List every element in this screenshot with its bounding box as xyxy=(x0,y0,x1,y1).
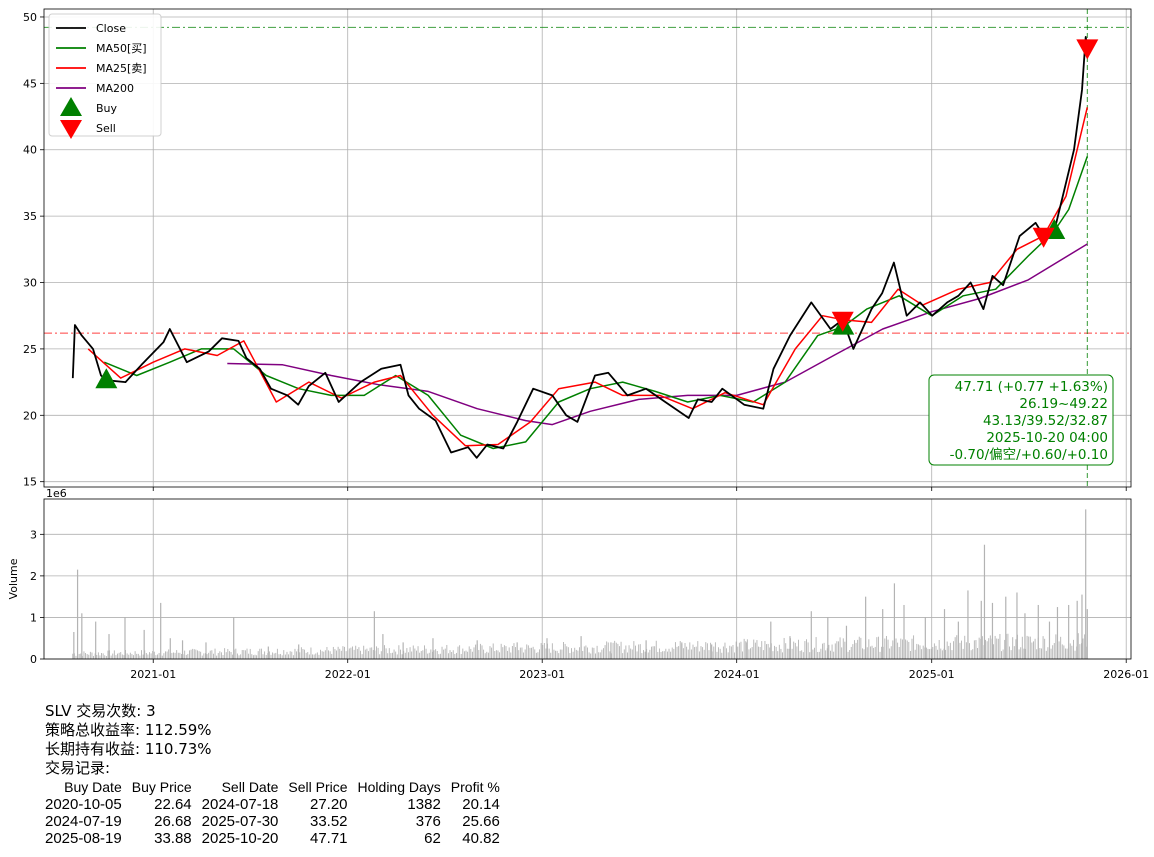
x-tick-label: 2022-01 xyxy=(325,668,371,681)
y-tick-label: 40 xyxy=(23,144,37,157)
holding-days: 62 xyxy=(424,830,441,847)
series-line-ma25 xyxy=(87,107,1089,447)
volume-plot-border xyxy=(43,498,1132,660)
sell-marker xyxy=(1076,39,1099,60)
profit-percent: 40.82 xyxy=(462,830,500,847)
y-tick-label: 0 xyxy=(30,653,37,666)
x-tick-label: 2024-01 xyxy=(714,668,760,681)
buy-date: 2025-08-19 xyxy=(45,830,122,847)
legend-label: MA50[买] xyxy=(96,42,147,55)
volume-panel: 0 1 2 3 1e6 Volume xyxy=(7,487,1132,666)
sell-date: 2025-10-20 xyxy=(201,830,279,847)
legend-swatch xyxy=(60,97,82,116)
column-header: Sell Price xyxy=(288,779,348,795)
y-tick-label: 35 xyxy=(23,210,37,223)
sell-price: 27.20 xyxy=(309,796,348,813)
sell-date: 2025-07-30 xyxy=(201,813,279,830)
buy-date: 2024-07-19 xyxy=(45,813,122,830)
y-tick-label: 45 xyxy=(23,77,37,90)
legend-label: MA200 xyxy=(96,82,134,95)
volume-axis-label: Volume xyxy=(7,558,20,599)
legend-swatch xyxy=(60,120,82,139)
legend-frame xyxy=(48,13,162,137)
y-tick-label: 20 xyxy=(23,409,37,422)
sell-marker xyxy=(831,311,854,332)
table-row: 2020-10-05 22.64 2024-07-18 27.20 1382 2… xyxy=(45,796,505,813)
series-line-ma50 xyxy=(103,156,1089,450)
sell-price: 33.52 xyxy=(309,813,348,830)
info-box-line: 43.13/39.52/32.87 xyxy=(983,413,1108,429)
legend-label: MA25[卖] xyxy=(96,62,147,75)
y-tick-label: 15 xyxy=(23,476,37,489)
series-line-close xyxy=(71,36,1089,459)
backtest-summary: SLV 交易次数: 3 策略总收益率: 112.59% 长期持有收益: 110.… xyxy=(45,702,212,778)
price-plot-border xyxy=(43,8,1132,488)
info-box-line: 2025-10-20 04:00 xyxy=(986,430,1108,446)
legend-label: Sell xyxy=(96,122,116,135)
legend: Close MA50[买] MA25[卖] MA200 Buy Sell xyxy=(48,13,162,139)
y-tick-label: 3 xyxy=(30,528,37,541)
column-header: Buy Price xyxy=(131,779,192,795)
holding-days: 1382 xyxy=(407,796,441,813)
price-panel: 15 20 25 30 35 40 45 50 47.71 (+0.77 +1.63%)26.1… xyxy=(23,8,1132,491)
holding-days: 376 xyxy=(415,813,441,830)
buy-price: 33.88 xyxy=(154,830,192,847)
sell-marker xyxy=(1032,227,1055,248)
x-tick-label: 2026-01 xyxy=(1103,668,1149,681)
table-row: 2024-07-19 26.68 2025-07-30 33.52 376 25… xyxy=(45,813,505,830)
column-header: Profit % xyxy=(450,779,500,795)
profit-percent: 25.66 xyxy=(462,813,500,830)
x-tick-label: 2021-01 xyxy=(130,668,176,681)
x-tick-label: 2025-01 xyxy=(909,668,955,681)
trade-count: SLV 交易次数: 3 xyxy=(45,702,156,720)
y-tick-label: 25 xyxy=(23,343,37,356)
y-tick-label: 30 xyxy=(23,277,37,290)
buy-price: 26.68 xyxy=(154,813,192,830)
profit-percent: 20.14 xyxy=(462,796,500,813)
table-header-row: Buy Date Buy Price Sell Date Sell Price … xyxy=(45,779,505,796)
legend-label: Close xyxy=(96,22,126,35)
y-tick-label: 50 xyxy=(23,11,37,24)
column-header: Holding Days xyxy=(357,779,441,795)
info-box-line: 26.19~49.22 xyxy=(1019,396,1108,412)
table-row: 2025-08-19 33.88 2025-10-20 47.71 62 40.… xyxy=(45,830,505,847)
info-box-line: 47.71 (+0.77 +1.63%) xyxy=(955,379,1108,395)
volume-scale-label: 1e6 xyxy=(46,487,67,500)
column-header: Buy Date xyxy=(64,779,122,795)
x-axis-labels: 2021-01 2022-01 2023-01 2024-01 2025-01 2026-… xyxy=(130,668,1149,681)
y-tick-label: 1 xyxy=(30,611,37,624)
buy-marker xyxy=(95,368,118,389)
trade-records-table: Buy Date Buy Price Sell Date Sell Price … xyxy=(45,779,505,847)
legend-label: Buy xyxy=(96,102,118,115)
y-tick-label: 2 xyxy=(30,570,37,583)
x-tick-label: 2023-01 xyxy=(519,668,565,681)
sell-date: 2024-07-18 xyxy=(201,796,279,813)
trade-records-title: 交易记录: xyxy=(45,759,111,777)
strategy-return: 策略总收益率: 112.59% xyxy=(45,721,212,739)
buy-date: 2020-10-05 xyxy=(45,796,122,813)
buy-and-hold-return: 长期持有收益: 110.73% xyxy=(45,740,212,758)
info-box-line: -0.70/偏空/+0.60/+0.10 xyxy=(950,447,1108,463)
buy-price: 22.64 xyxy=(154,796,192,813)
info-box xyxy=(928,374,1114,466)
sell-price: 47.71 xyxy=(309,830,348,847)
column-header: Sell Date xyxy=(221,779,279,795)
series-line-ma200 xyxy=(227,243,1088,426)
